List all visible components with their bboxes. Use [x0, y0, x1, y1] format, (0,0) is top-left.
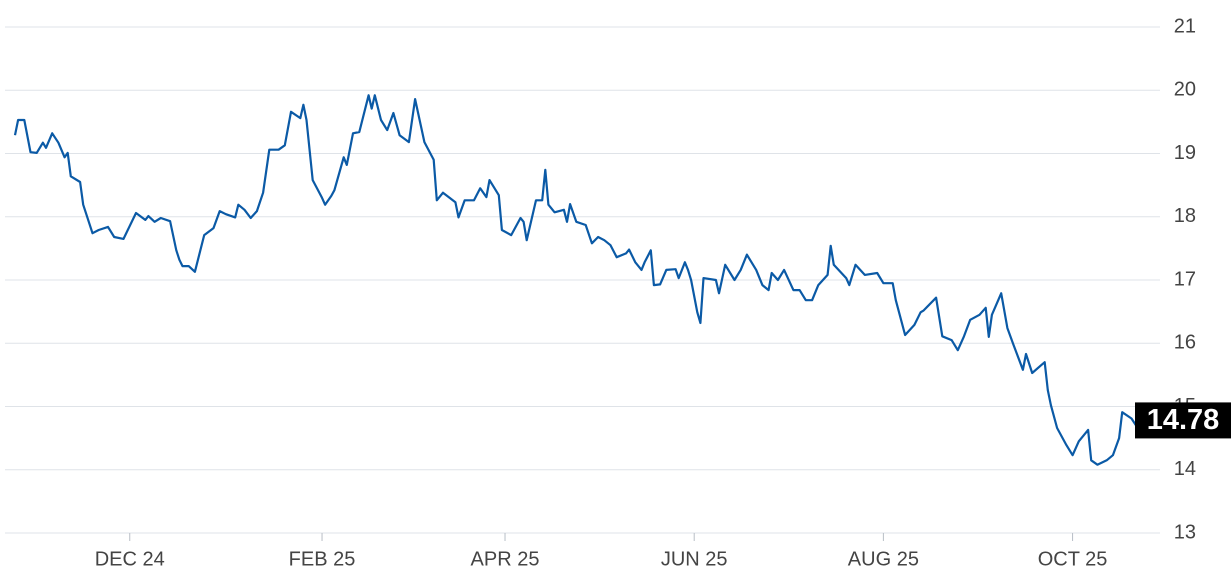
x-tick-label: APR 25	[471, 548, 540, 570]
x-tick-label: OCT 25	[1038, 548, 1108, 570]
last-value-box	[1135, 402, 1231, 439]
y-tick-label: 20	[1174, 79, 1196, 101]
x-tick-label: JUN 25	[661, 548, 728, 570]
x-tick-label: DEC 24	[95, 548, 165, 570]
x-tick-label: AUG 25	[848, 548, 919, 570]
y-tick-label: 13	[1174, 521, 1196, 543]
last-value-label: 14.78	[1147, 404, 1220, 436]
y-tick-label: 19	[1174, 142, 1196, 164]
price-line	[13, 94, 1148, 466]
y-tick-label: 16	[1174, 332, 1196, 354]
y-tick-label: 18	[1174, 205, 1196, 227]
y-tick-label: 14	[1174, 458, 1196, 480]
y-tick-label: 21	[1174, 15, 1196, 37]
x-tick-label: FEB 25	[289, 548, 356, 570]
y-tick-label: 17	[1174, 268, 1196, 290]
